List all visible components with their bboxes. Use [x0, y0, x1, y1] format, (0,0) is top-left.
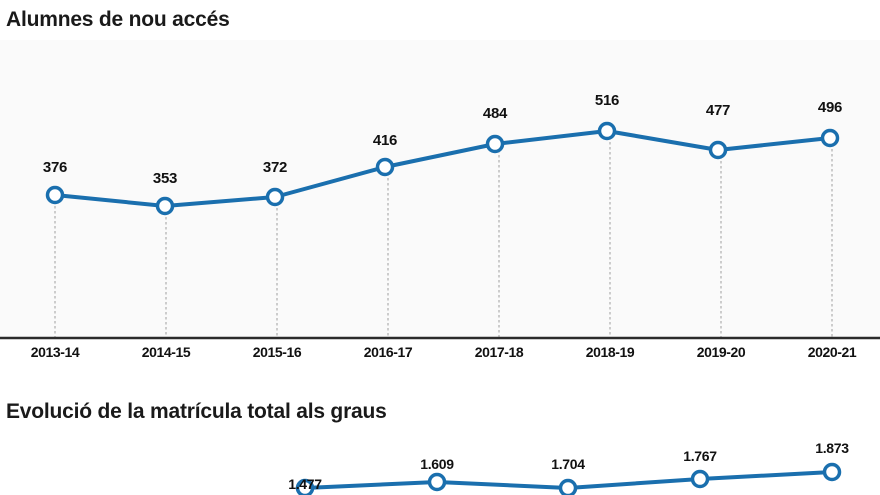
- chart-2-point-label: 1.873: [815, 440, 849, 456]
- chart-1-point-label: 484: [482, 105, 508, 122]
- chart-2-plot: [295, 462, 842, 495]
- chart-1-title: Alumnes de nou accés: [6, 8, 230, 31]
- chart-1-x-tick: 2017-18: [474, 344, 524, 360]
- chart-1: 376 353 372 416 484 516 477 496 2013-14 2014-15 2…: [0, 40, 880, 360]
- chart-1-x-tick: 2015-16: [252, 344, 302, 360]
- chart-1-point-label: 372: [262, 159, 288, 176]
- chart-1-point-label: 477: [705, 102, 731, 119]
- chart-2-point-label: 1.704: [551, 456, 585, 472]
- chart-2-point-label: 1.609: [420, 456, 454, 472]
- chart-1-plot: [0, 40, 880, 340]
- chart-1-x-tick: 2013-14: [30, 344, 80, 360]
- chart-1-point-label: 516: [594, 92, 620, 109]
- chart-1-point-label: 496: [817, 99, 843, 116]
- chart-1-x-tick: 2020-21: [807, 344, 857, 360]
- chart-2-title: Evolució de la matrícula total als graus: [6, 400, 387, 423]
- chart-1-x-tick: 2014-15: [141, 344, 191, 360]
- chart-2-point-label: 1.767: [683, 448, 717, 464]
- chart-2-point-label: 1.477: [288, 476, 322, 492]
- chart-1-point-label: 353: [152, 170, 178, 187]
- chart-1-x-tick: 2019-20: [696, 344, 746, 360]
- chart-1-point-label: 416: [372, 132, 398, 149]
- chart-1-x-tick: 2016-17: [363, 344, 413, 360]
- chart-1-x-tick: 2018-19: [585, 344, 635, 360]
- chart-2: 1.477 1.609 1.704 1.767 1.873: [0, 432, 880, 495]
- chart-1-point-label: 376: [42, 159, 68, 176]
